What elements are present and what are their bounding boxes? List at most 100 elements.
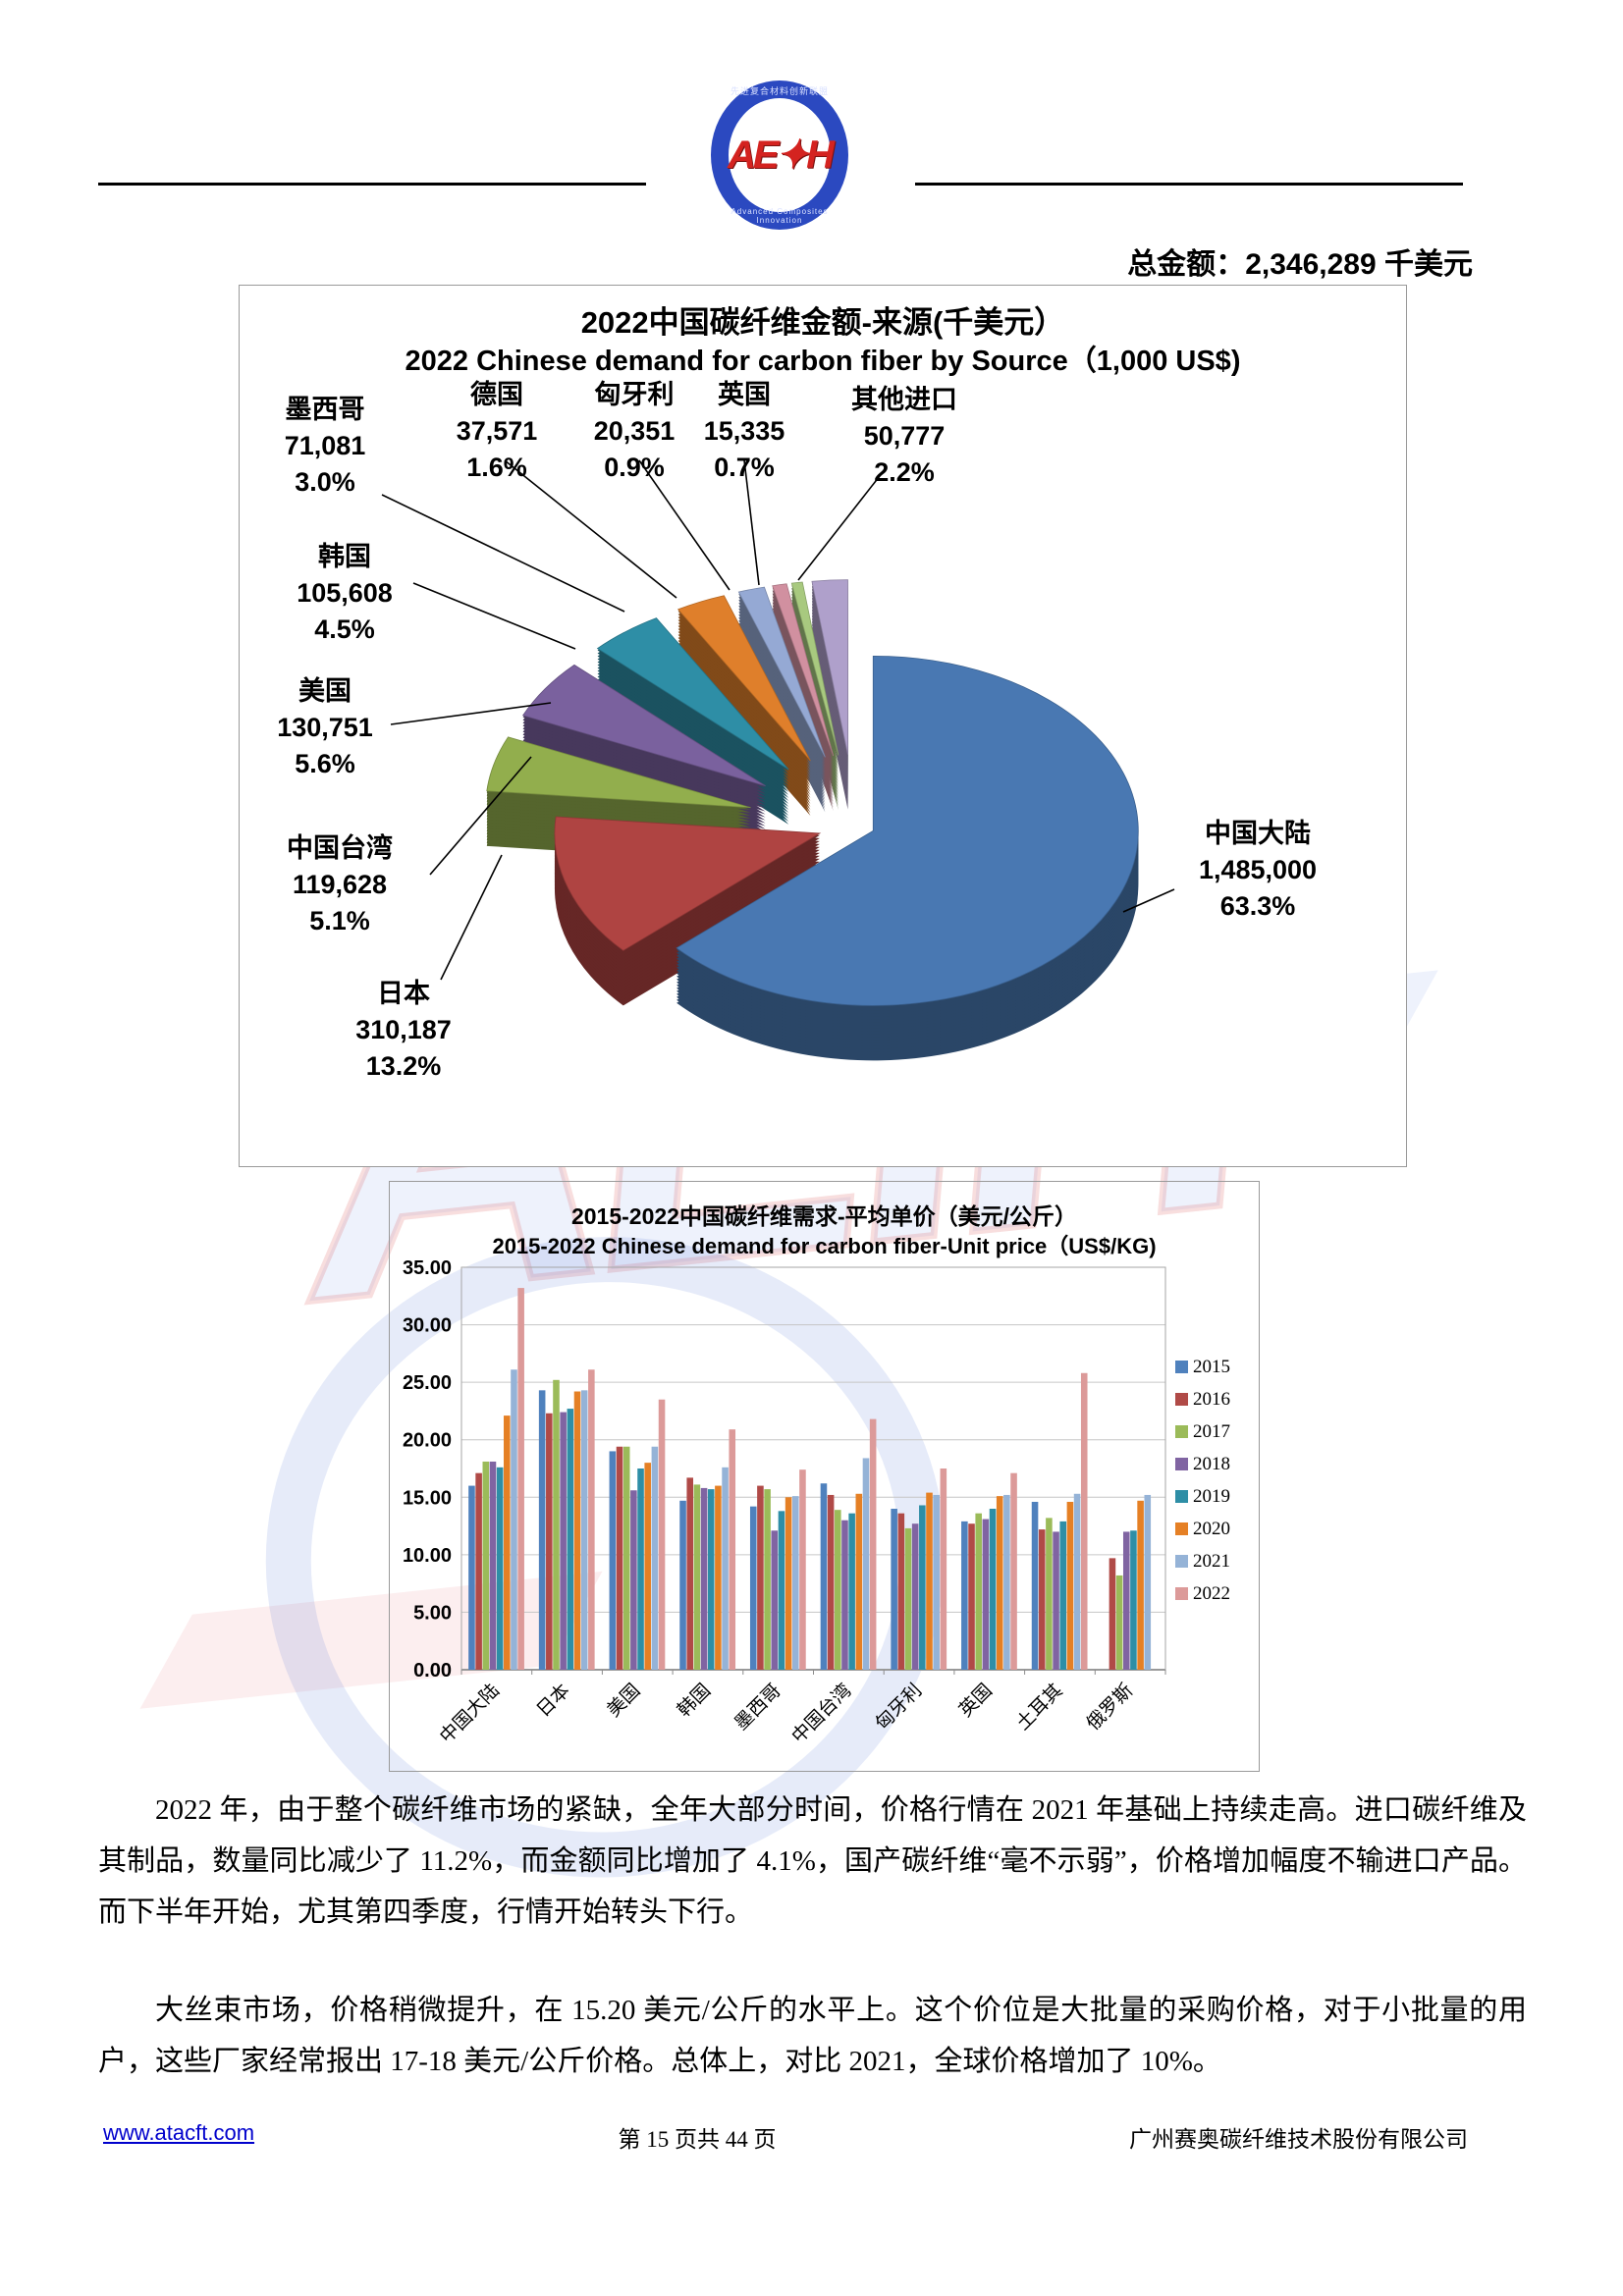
company-name: 广州赛奥碳纤维技术股份有限公司 — [1129, 2127, 1468, 2152]
y-axis-label: 25.00 — [403, 1372, 452, 1394]
legend-item-2017: 2017 — [1175, 1421, 1230, 1442]
pie-leader-line — [429, 756, 532, 876]
bar-日本-2015 — [538, 1390, 546, 1670]
pie-label-中国台湾: 中国台湾 119,628 5.1% — [287, 830, 393, 939]
bar-中国大陆-2020 — [504, 1415, 511, 1670]
pie-label-墨西哥: 墨西哥 71,081 3.0% — [285, 392, 366, 501]
bar-俄罗斯-2018 — [1122, 1531, 1130, 1670]
bar-title-en: 2015-2022 Chinese demand for carbon fibe… — [492, 1234, 1157, 1258]
pie-label-pct: 5.6% — [295, 749, 355, 778]
pie-leader-line — [1122, 888, 1175, 913]
x-axis-label-中国台湾: 中国台湾 — [787, 1680, 855, 1747]
bar-墨西哥-2020 — [784, 1497, 792, 1670]
y-axis-label: 0.00 — [413, 1660, 452, 1682]
bar-匈牙利-2020 — [926, 1492, 933, 1670]
pie-label-value: 50,777 — [863, 421, 946, 451]
legend-item-2020: 2020 — [1175, 1519, 1230, 1539]
pie-graphic — [381, 459, 1175, 1061]
bar-美国-2021 — [651, 1446, 659, 1670]
bar-美国-2016 — [616, 1446, 623, 1670]
pie-label-name: 中国台湾 — [287, 833, 393, 863]
bar-中国台湾-2015 — [820, 1483, 828, 1670]
bar-中国大陆-2018 — [489, 1461, 497, 1670]
bar-墨西哥-2021 — [791, 1496, 799, 1670]
pie-slice-其他进口 — [811, 579, 848, 755]
bar-土耳其-2020 — [1066, 1501, 1074, 1670]
aeih-logo-disc — [727, 96, 833, 214]
x-axis-label-英国: 英国 — [954, 1680, 996, 1721]
bar-chart: 2015-2022中国碳纤维需求-平均单价（美元/公斤） 2015-2022 C… — [389, 1181, 1260, 1772]
bar-俄罗斯-2020 — [1137, 1500, 1144, 1670]
bar-韩国-2016 — [686, 1477, 694, 1670]
bar-俄罗斯-2021 — [1144, 1494, 1152, 1670]
pie-label-value: 310,187 — [355, 1015, 452, 1044]
aeih-logo: 先进复合材料创新联盟 AE✦H Advanced Composites Inno… — [711, 80, 848, 230]
legend-item-2016: 2016 — [1175, 1389, 1230, 1410]
bar-韩国-2022 — [729, 1429, 736, 1670]
bar-日本-2016 — [546, 1413, 553, 1670]
bar-美国-2018 — [630, 1490, 637, 1670]
bar-俄罗斯-2019 — [1130, 1530, 1137, 1670]
pie-title-en: 2022 Chinese demand for carbon fiber by … — [405, 346, 1241, 377]
bar-中国大陆-2016 — [475, 1472, 482, 1670]
bar-中国台湾-2021 — [862, 1458, 870, 1670]
paragraph-2: 大丝束市场，价格稍微提升，在 15.20 美元/公斤的水平上。这个价位是大批量的… — [98, 1995, 1527, 2077]
bar-匈牙利-2022 — [940, 1468, 947, 1670]
bar-中国台湾-2016 — [827, 1494, 835, 1670]
x-axis-label-美国: 美国 — [603, 1680, 644, 1721]
bar-日本-2020 — [573, 1391, 581, 1670]
bar-俄罗斯-2017 — [1115, 1575, 1123, 1670]
bar-匈牙利-2017 — [904, 1527, 912, 1670]
pie-label-韩国: 韩国 105,608 4.5% — [297, 539, 393, 648]
pie-label-pct: 0.9% — [604, 453, 665, 482]
total-amount-label: 总金额： — [1127, 248, 1246, 281]
bar-韩国-2021 — [722, 1467, 729, 1670]
bar-墨西哥-2022 — [799, 1469, 806, 1670]
website-link[interactable]: www.atacft.com — [103, 2120, 255, 2145]
pie-label-value: 15,335 — [703, 416, 785, 446]
total-amount: 总金额：2,346,289 千美元 — [1127, 240, 1473, 283]
bar-土耳其-2021 — [1073, 1493, 1081, 1670]
bar-中国大陆-2021 — [511, 1369, 517, 1670]
pie-leader-line — [504, 459, 677, 599]
legend-label: 2015 — [1193, 1357, 1230, 1377]
bar-title-zh: 2015-2022中国碳纤维需求-平均单价（美元/公斤） — [570, 1203, 1078, 1229]
pie-label-name: 韩国 — [317, 542, 371, 571]
bar-英国-2015 — [961, 1521, 968, 1670]
bar-中国台湾-2019 — [848, 1513, 855, 1670]
y-axis-label: 15.00 — [403, 1487, 452, 1509]
pie-leader-line — [412, 582, 576, 650]
total-amount-unit: 千美元 — [1376, 248, 1473, 281]
bar-英国-2019 — [989, 1509, 997, 1670]
pie-label-其他进口: 其他进口 50,777 2.2% — [851, 382, 957, 491]
bar-中国台湾-2017 — [835, 1510, 841, 1670]
x-axis-label-日本: 日本 — [532, 1680, 573, 1721]
bar-土耳其-2019 — [1059, 1521, 1067, 1670]
x-axis-label-墨西哥: 墨西哥 — [731, 1681, 785, 1735]
pie-label-name: 英国 — [718, 380, 771, 409]
bar-中国台湾-2022 — [869, 1418, 877, 1670]
pie-slice-美国 — [521, 664, 766, 787]
pie-label-pct: 0.7% — [714, 453, 775, 482]
bar-英国-2016 — [968, 1523, 975, 1670]
legend-label: 2017 — [1193, 1421, 1230, 1442]
pie-label-name: 日本 — [376, 979, 430, 1008]
bar-中国台湾-2018 — [841, 1520, 848, 1670]
pie-label-value: 71,081 — [284, 431, 366, 460]
bar-墨西哥-2015 — [749, 1506, 757, 1670]
pie-label-value: 37,571 — [456, 416, 538, 446]
pie-label-value: 130,751 — [277, 713, 373, 742]
pie-leader-line — [390, 702, 552, 725]
pie-label-name: 中国大陆 — [1205, 819, 1311, 848]
bar-英国-2020 — [996, 1496, 1003, 1670]
y-axis-label: 5.00 — [413, 1602, 452, 1624]
bar-美国-2015 — [609, 1451, 617, 1670]
pie-label-name: 德国 — [470, 380, 523, 409]
legend-label: 2022 — [1193, 1583, 1230, 1604]
y-axis-label: 20.00 — [403, 1430, 452, 1452]
x-axis-label-匈牙利: 匈牙利 — [871, 1680, 926, 1735]
pie-label-pct: 1.6% — [466, 453, 527, 482]
bar-英国-2017 — [975, 1513, 982, 1670]
x-axis-label-中国大陆: 中国大陆 — [436, 1680, 504, 1747]
